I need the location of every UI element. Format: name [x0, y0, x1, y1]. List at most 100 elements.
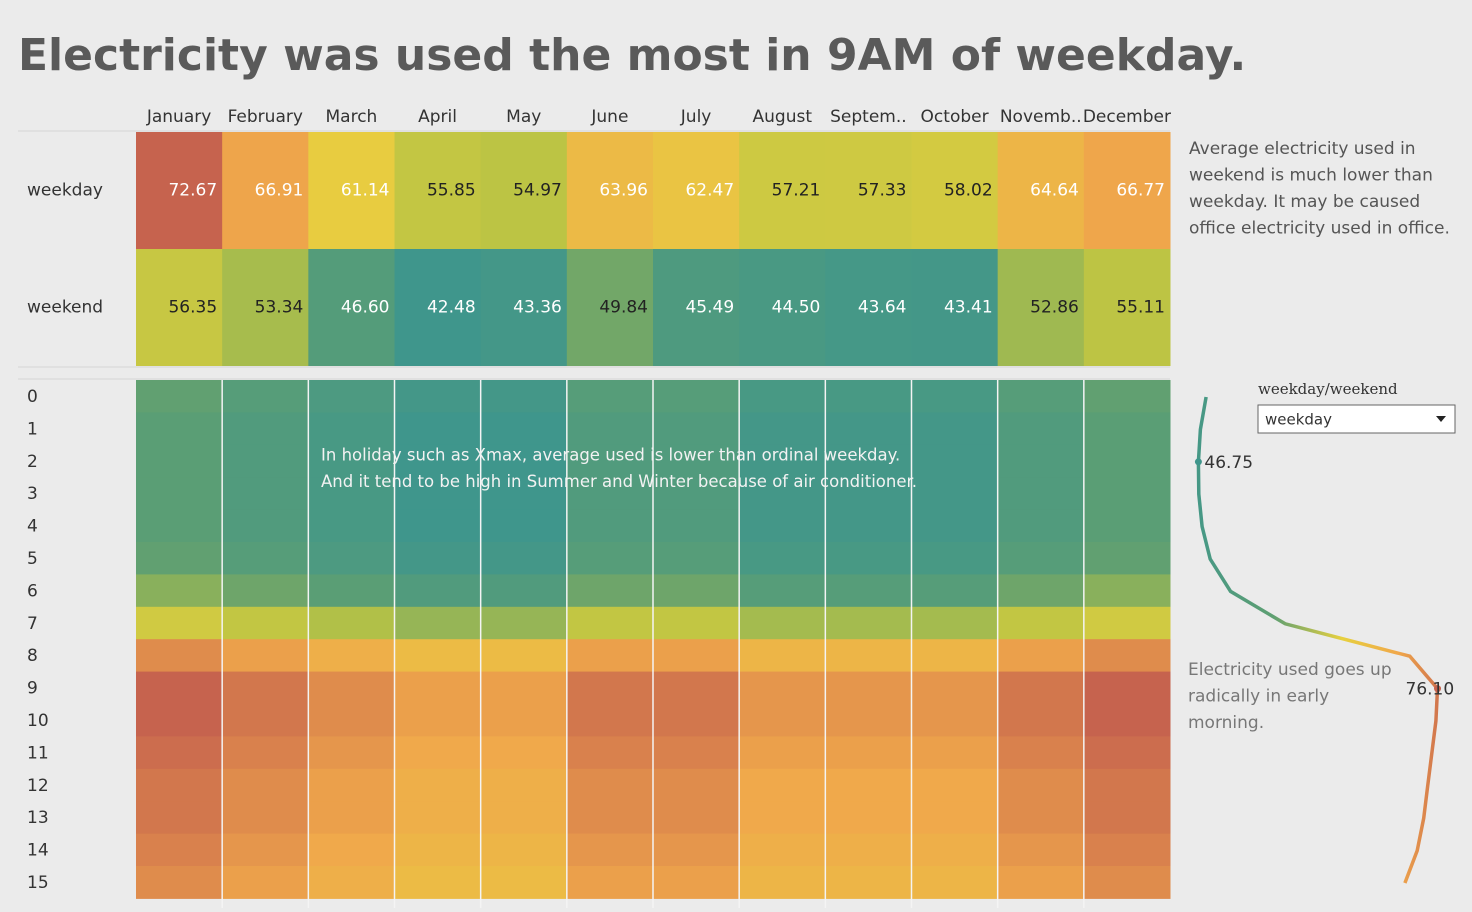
- heat-cell: [308, 574, 395, 608]
- annotation: morning.: [1188, 713, 1264, 733]
- heat-cell: [136, 671, 223, 705]
- hour-label: 7: [27, 614, 38, 634]
- month-label: Septem..: [830, 107, 907, 127]
- cell-label: 43.41: [944, 298, 993, 318]
- heat-cell: [222, 444, 309, 478]
- dropdown-arrow[interactable]: [1436, 416, 1446, 422]
- heat-cell: [653, 639, 740, 673]
- cell-label: 42.48: [427, 298, 476, 318]
- value-label: 76.10: [1406, 680, 1455, 700]
- filter-dropdown[interactable]: [1257, 404, 1456, 434]
- heat-cell: [653, 444, 740, 478]
- heat-cell: [739, 542, 826, 575]
- heat-cell: [1083, 606, 1171, 640]
- heat-cell: [136, 477, 223, 511]
- heat-cell: [825, 639, 912, 673]
- filter-value[interactable]: weekday: [1265, 411, 1332, 429]
- heat-cell: [394, 542, 482, 575]
- heat-cell: [394, 833, 482, 867]
- heat-cell: [653, 704, 740, 737]
- heat-cell: [566, 866, 654, 899]
- heat-cell: [566, 509, 654, 543]
- heat-cell: [394, 736, 482, 770]
- cell-label: 63.96: [599, 181, 648, 201]
- heat-cell: [1083, 639, 1171, 673]
- heat-cell: [308, 639, 395, 673]
- heat-cell: [997, 801, 1085, 835]
- heat-cell: [911, 132, 999, 249]
- cell-label: 54.97: [513, 181, 562, 201]
- cell-label: 62.47: [685, 181, 734, 201]
- heat-cell: [566, 444, 654, 478]
- heat-cell: [739, 380, 826, 413]
- heat-cell: [997, 132, 1085, 249]
- heat-cell: [480, 132, 568, 249]
- heat-cell: [480, 380, 568, 413]
- heat-cell: [653, 736, 740, 770]
- month-label: March: [326, 107, 378, 127]
- heat-cell: [222, 542, 309, 575]
- heat-cell: [480, 866, 568, 899]
- heat-cell: [653, 380, 740, 413]
- heat-cell: [653, 833, 740, 867]
- heat-cell: [1083, 574, 1171, 608]
- annotation: Electricity used goes up: [1188, 660, 1392, 680]
- heat-cell: [825, 801, 912, 835]
- heat-cell: [997, 606, 1085, 640]
- heat-cell: [480, 671, 568, 705]
- heat-cell: [394, 509, 482, 543]
- heat-cell: [911, 801, 999, 835]
- heat-cell: [1083, 736, 1171, 770]
- heat-cell: [566, 574, 654, 608]
- heat-cell: [394, 801, 482, 835]
- cell-label: 43.64: [858, 298, 907, 318]
- heat-cell: [222, 801, 309, 835]
- heat-cell: [480, 412, 568, 446]
- value-label: 46.75: [1204, 453, 1253, 473]
- heat-cell: [739, 704, 826, 737]
- heat-cell: [566, 704, 654, 737]
- heat-cell: [222, 671, 309, 705]
- heat-cell: [308, 606, 395, 640]
- annotation: And it tend to be high in Summer and Win…: [321, 472, 917, 491]
- heat-cell: [739, 833, 826, 867]
- heat-cell: [911, 606, 999, 640]
- heat-cell: [1083, 444, 1171, 478]
- heat-cell: [480, 833, 568, 867]
- heat-cell: [222, 768, 309, 802]
- heat-cell: [222, 704, 309, 737]
- month-label: December: [1083, 107, 1171, 127]
- heat-cell: [825, 574, 912, 608]
- heat-cell: [394, 866, 482, 899]
- heat-cell: [136, 380, 223, 413]
- heat-cell: [825, 606, 912, 640]
- heat-cell: [653, 866, 740, 899]
- heat-cell: [911, 380, 999, 413]
- cell-label: 46.60: [341, 298, 390, 318]
- annotation: weekday. It may be caused: [1189, 192, 1420, 212]
- heat-cell: [911, 768, 999, 802]
- heat-cell: [653, 412, 740, 446]
- heat-cell: [566, 768, 654, 802]
- heat-cell: [136, 866, 223, 899]
- heat-cell: [739, 671, 826, 705]
- heat-cell: [308, 801, 395, 835]
- page-title: Electricity was used the most in 9AM of …: [18, 30, 1246, 81]
- heat-cell: [653, 671, 740, 705]
- heat-cell: [825, 833, 912, 867]
- heat-cell: [480, 249, 568, 366]
- hour-label: 15: [27, 873, 49, 893]
- heat-cell: [911, 574, 999, 608]
- heat-cell: [394, 574, 482, 608]
- cell-label: 66.91: [255, 181, 304, 201]
- heat-cell: [136, 736, 223, 770]
- heat-cell: [825, 477, 912, 511]
- cell-label: 56.35: [168, 298, 217, 318]
- heat-cell: [480, 444, 568, 478]
- heat-cell: [1083, 671, 1171, 705]
- profile-line: [1196, 396, 1440, 884]
- heat-cell: [136, 606, 223, 640]
- hour-label: 6: [27, 581, 38, 601]
- cell-label: 58.02: [944, 181, 993, 201]
